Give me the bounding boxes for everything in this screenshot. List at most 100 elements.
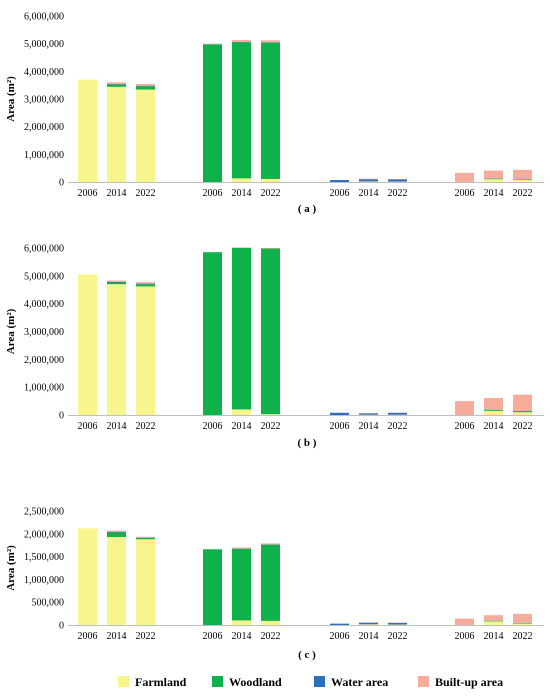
x-tick-label: 2014	[232, 188, 252, 199]
y-tick-label: 5,000,000	[24, 39, 64, 50]
bar-segment-woodland-2014-farmland	[232, 620, 251, 625]
bar-segment-woodland-2022-built-up-area	[261, 543, 280, 545]
x-tick-label: 2006	[78, 421, 98, 432]
x-tick-label: 2022	[136, 631, 156, 642]
bar-segment-built-up-area-2022-built-up-area	[513, 394, 532, 411]
bar-segment-woodland-2022-woodland	[261, 42, 280, 179]
bar-segment-farmland-2022-farmland	[136, 539, 155, 625]
bar-segment-farmland-2022-water-area	[136, 85, 155, 87]
legend-item-woodland: Woodland	[212, 675, 282, 689]
y-axis-label: Area (m²)	[5, 308, 17, 354]
y-tick-label: 2,000,000	[24, 529, 64, 540]
bar-segment-built-up-area-2014-farmland	[484, 621, 503, 625]
x-tick-label: 2022	[261, 188, 281, 199]
bar-segment-farmland-2014-built-up-area	[107, 280, 126, 282]
legend-label: Built-up area	[435, 675, 503, 689]
x-tick-label: 2014	[484, 188, 504, 199]
legend-item-built-up-area: Built-up area	[418, 675, 503, 689]
bar-segment-built-up-area-2014-farmland	[484, 179, 503, 182]
legend-swatch	[418, 676, 429, 687]
bar-segment-woodland-2006-woodland	[203, 252, 222, 415]
bar-segment-water-area-2014-water-area	[359, 179, 378, 182]
x-tick-label: 2014	[107, 631, 127, 642]
bar-segment-built-up-area-2022-farmland	[513, 179, 532, 182]
y-tick-label: 3,000,000	[24, 95, 64, 106]
bar-segment-farmland-2014-woodland	[107, 84, 126, 87]
x-tick-label: 2006	[330, 631, 350, 642]
x-tick-label: 2006	[78, 188, 98, 199]
x-tick-label: 2022	[136, 188, 156, 199]
x-tick-label: 2022	[388, 631, 408, 642]
bar-segment-water-area-2014-built-up-area	[359, 178, 378, 180]
bar-segment-farmland-2022-woodland	[136, 86, 155, 90]
bar-segment-farmland-2014-farmland	[107, 284, 126, 415]
legend-swatch	[118, 676, 129, 687]
y-tick-label: 1,500,000	[24, 552, 64, 563]
bar-segment-farmland-2022-water-area	[136, 283, 155, 285]
bar-segment-woodland-2022-built-up-area	[261, 248, 280, 249]
bar-segment-woodland-2014-built-up-area	[232, 40, 251, 43]
bar-segment-woodland-2014-woodland	[232, 42, 251, 179]
x-tick-label: 2022	[388, 188, 408, 199]
bar-segment-farmland-2022-built-up-area	[136, 282, 155, 284]
x-tick-label: 2014	[484, 631, 504, 642]
panel-caption: ( a )	[298, 203, 317, 215]
bar-segment-woodland-2014-farmland	[232, 178, 251, 182]
bar-segment-woodland-2022-farmland	[261, 414, 280, 415]
bar-segment-water-area-2022-water-area	[388, 412, 407, 415]
x-tick-label: 2014	[359, 188, 379, 199]
chart-panel-2: 0 1,000,000 2,000,000 3,000,000 4,000,000 5,0…	[5, 244, 544, 449]
bar-segment-water-area-2014-water-area	[359, 622, 378, 625]
y-tick-label: 2,000,000	[24, 122, 64, 133]
x-tick-label: 2014	[107, 421, 127, 432]
chart-panel-3: 0 500,000 1,000,000 1,500,000 2,000,000 2,500…	[5, 507, 544, 661]
bar-segment-farmland-2022-woodland	[136, 284, 155, 287]
x-tick-label: 2014	[107, 188, 127, 199]
bar-segment-farmland-2006-farmland	[78, 79, 97, 182]
x-tick-label: 2014	[359, 631, 379, 642]
bar-segment-woodland-2014-woodland	[232, 248, 251, 410]
bar-segment-built-up-area-2022-woodland	[513, 411, 532, 413]
x-tick-label: 2006	[455, 421, 475, 432]
y-tick-label: 6,000,000	[24, 12, 64, 23]
bar-segment-woodland-2022-built-up-area	[261, 40, 280, 43]
panel-caption: ( c )	[298, 649, 316, 661]
y-axis-label: Area (m²)	[5, 76, 17, 122]
bar-segment-farmland-2014-woodland	[107, 532, 126, 537]
bar-segment-woodland-2014-farmland	[232, 409, 251, 415]
x-tick-label: 2006	[78, 631, 98, 642]
y-axis-label: Area (m²)	[5, 545, 17, 591]
x-tick-label: 2014	[484, 421, 504, 432]
x-tick-label: 2006	[455, 188, 475, 199]
bar-segment-built-up-area-2014-built-up-area	[484, 170, 503, 179]
x-tick-label: 2006	[203, 188, 223, 199]
x-tick-label: 2022	[136, 421, 156, 432]
y-tick-label: 4,000,000	[24, 299, 64, 310]
bar-segment-water-area-2014-farmland	[359, 624, 378, 625]
bar-segment-woodland-2022-woodland	[261, 544, 280, 621]
bar-segment-woodland-2022-farmland	[261, 178, 280, 182]
bar-segment-water-area-2014-water-area	[359, 413, 378, 415]
y-tick-label: 3,000,000	[24, 327, 64, 338]
x-tick-label: 2022	[513, 421, 533, 432]
bar-segment-woodland-2022-farmland	[261, 620, 280, 625]
bar-segment-water-area-2006-water-area	[330, 412, 349, 415]
bar-segment-built-up-area-2022-farmland	[513, 623, 532, 625]
bar-segment-farmland-2014-water-area	[107, 281, 126, 283]
bar-segment-built-up-area-2014-built-up-area	[484, 398, 503, 410]
bar-segment-farmland-2014-built-up-area	[107, 530, 126, 532]
legend-label: Woodland	[229, 675, 282, 689]
bar-segment-built-up-area-2006-built-up-area	[455, 618, 474, 625]
y-tick-label: 1,000,000	[24, 150, 64, 161]
bar-segment-farmland-2022-woodland	[136, 537, 155, 540]
legend-label: Farmland	[135, 675, 187, 689]
bar-segment-farmland-2014-woodland	[107, 282, 126, 285]
bar-segment-woodland-2014-built-up-area	[232, 247, 251, 248]
legend-swatch	[314, 676, 325, 687]
x-tick-label: 2006	[203, 631, 223, 642]
bar-segment-built-up-area-2006-built-up-area	[455, 172, 474, 182]
bar-segment-farmland-2014-built-up-area	[107, 82, 126, 85]
y-tick-label: 0	[59, 621, 64, 632]
legend-item-farmland: Farmland	[118, 675, 187, 689]
